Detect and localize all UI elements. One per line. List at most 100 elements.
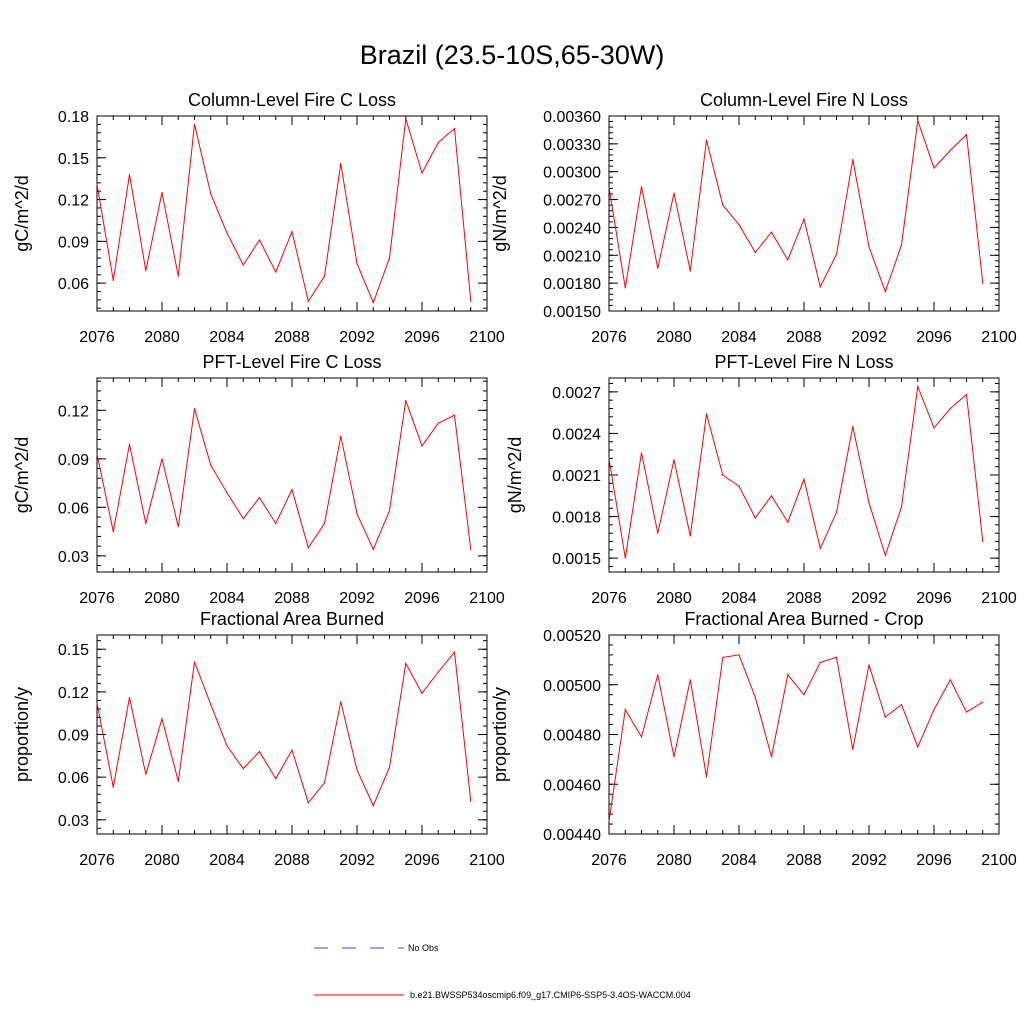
data-point (965, 394, 968, 396)
data-point (819, 661, 821, 664)
x-tick-label: 2088 (786, 590, 822, 607)
data-point (900, 704, 903, 706)
x-tick-label: 2076 (79, 329, 115, 346)
data-point (112, 531, 114, 533)
data-point (340, 162, 342, 164)
y-tick-label: 0.0015 (552, 551, 601, 568)
x-tick-label: 2088 (274, 590, 310, 607)
data-point (112, 786, 114, 788)
data-point (787, 259, 789, 261)
data-point (242, 518, 244, 520)
panel-title: PFT-Level Fire C Loss (202, 352, 381, 372)
data-point (405, 118, 407, 120)
data-point (388, 257, 391, 259)
data-point (291, 489, 293, 491)
data-point (96, 453, 98, 455)
x-tick-label: 2096 (404, 329, 440, 346)
data-point (226, 492, 228, 494)
x-tick-label: 2080 (144, 590, 180, 607)
data-point (754, 251, 756, 254)
data-point (640, 452, 643, 454)
data-point (226, 232, 228, 234)
y-tick-label: 0.00500 (543, 678, 601, 695)
data-point (884, 554, 886, 557)
x-tick-label: 2096 (916, 852, 952, 869)
y-tick-label: 0.0018 (552, 510, 601, 527)
data-point (673, 756, 675, 758)
data-point (819, 286, 821, 288)
data-point (421, 172, 423, 174)
series-line (96, 400, 472, 551)
data-point (884, 290, 886, 293)
chart-panel-6: Fractional Area Burned - Crop proportion/… (490, 609, 1017, 869)
y-tick-label: 0.00330 (543, 137, 601, 154)
data-point (421, 445, 423, 447)
data-point (689, 270, 691, 272)
data-point (291, 231, 293, 233)
data-point (949, 149, 951, 151)
panel-title: Fractional Area Burned - Crop (684, 609, 923, 629)
data-point (868, 664, 870, 666)
x-tick-label: 2088 (274, 852, 310, 869)
data-point (388, 510, 391, 512)
y-tick-label: 0.03 (58, 549, 89, 566)
data-point (917, 746, 919, 748)
data-point (770, 495, 773, 497)
x-tick-label: 2076 (591, 852, 627, 869)
data-point (145, 522, 147, 525)
chart-panel-5: Fractional Area Burned proportion/y 2076 20… (12, 609, 505, 869)
data-point (258, 751, 261, 753)
data-point (705, 413, 708, 415)
panel-title: Fractional Area Burned (200, 609, 384, 629)
data-point (372, 302, 374, 304)
data-point (787, 674, 789, 676)
data-point (242, 264, 244, 266)
x-tick-label: 2088 (786, 329, 822, 346)
y-tick-label: 0.0024 (552, 426, 601, 443)
x-tick-label: 2076 (591, 590, 627, 607)
x-tick-label: 2092 (339, 852, 375, 869)
data-point (965, 134, 968, 136)
data-point (705, 776, 708, 778)
x-tick-label: 2096 (404, 590, 440, 607)
data-point (323, 782, 326, 784)
data-point (145, 773, 147, 775)
x-tick-label: 2100 (981, 329, 1017, 346)
data-point (868, 502, 870, 504)
data-point (949, 407, 951, 410)
x-tick-label: 2084 (721, 852, 757, 869)
panel-title: Column-Level Fire N Loss (700, 90, 908, 110)
data-point (128, 443, 131, 445)
data-point (722, 474, 724, 476)
data-point (405, 400, 407, 402)
legend-model-label: b.e21.BWSSP534oscmip6.f09_g17.CMIP6-SSP5… (410, 990, 691, 1000)
y-tick-label: 0.15 (58, 642, 89, 659)
series-line (608, 654, 984, 822)
data-point (372, 805, 374, 807)
x-tick-label: 2080 (144, 852, 180, 869)
y-axis-label: gC/m^2/d (12, 437, 32, 513)
y-tick-label: 0.15 (58, 151, 89, 168)
data-point (608, 457, 610, 459)
data-point (372, 548, 374, 551)
data-point (624, 287, 626, 289)
data-point (949, 679, 951, 681)
series-line (608, 384, 984, 559)
x-tick-label: 2084 (209, 852, 245, 869)
data-point (96, 183, 98, 185)
data-point (437, 141, 439, 144)
data-point (161, 718, 163, 720)
y-tick-label: 0.0021 (552, 468, 601, 485)
data-point (689, 679, 691, 681)
data-point (226, 745, 228, 747)
x-tick-label: 2100 (981, 590, 1017, 607)
series-line (608, 120, 984, 293)
data-point (754, 517, 756, 519)
data-point (868, 246, 870, 248)
data-point (291, 749, 293, 751)
panel-title: Column-Level Fire C Loss (188, 90, 396, 110)
data-point (835, 253, 838, 255)
x-tick-label: 2084 (721, 329, 757, 346)
data-point (803, 218, 805, 220)
